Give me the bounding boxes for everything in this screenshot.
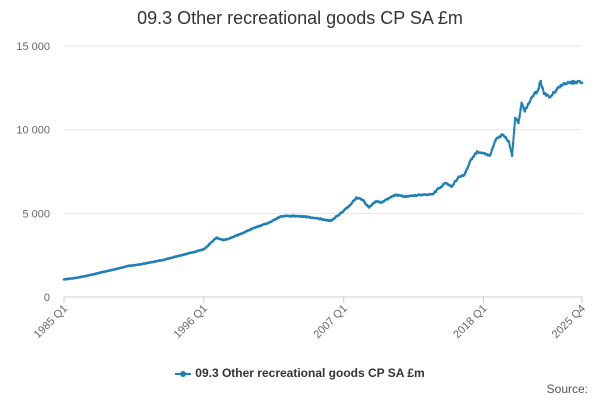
data-point[interactable] [510, 154, 514, 157]
data-point[interactable] [452, 182, 456, 186]
data-point[interactable] [470, 157, 474, 161]
data-point[interactable] [519, 108, 522, 111]
data-point[interactable] [571, 82, 574, 85]
data-point[interactable] [468, 160, 472, 164]
series-line [63, 80, 583, 281]
data-point[interactable] [489, 152, 493, 155]
data-point[interactable] [464, 171, 467, 174]
data-point[interactable] [463, 173, 466, 177]
data-point[interactable] [536, 89, 539, 93]
gridlines [64, 45, 582, 214]
data-point[interactable] [543, 91, 547, 95]
data-point[interactable] [455, 178, 459, 181]
data-point[interactable] [493, 139, 497, 143]
data-point[interactable] [546, 94, 550, 97]
data-point[interactable] [518, 115, 521, 119]
x-tick-label: 2018 Q1 [451, 303, 489, 341]
data-point[interactable] [509, 149, 513, 152]
data-point[interactable] [580, 81, 584, 85]
data-point[interactable] [517, 121, 520, 125]
data-point[interactable] [516, 119, 519, 122]
x-tick-label: 1996 Q1 [172, 303, 210, 341]
data-point[interactable] [511, 142, 515, 146]
y-tick-label: 10 000 [16, 125, 50, 137]
data-point[interactable] [570, 80, 573, 83]
axes: 0 5 000 10 000 15 000 1985 Q1 1996 Q1 2007 Q1 2… [16, 41, 588, 341]
data-point[interactable] [521, 104, 524, 107]
data-point[interactable] [572, 79, 575, 83]
x-tick-label: 1985 Q1 [32, 303, 70, 341]
data-point[interactable] [504, 136, 508, 139]
data-point[interactable] [467, 164, 471, 167]
data-point[interactable] [522, 107, 525, 110]
data-point[interactable] [528, 99, 532, 103]
data-point[interactable] [434, 190, 438, 193]
data-point[interactable] [466, 166, 469, 170]
data-point[interactable] [535, 91, 538, 95]
data-point[interactable] [492, 142, 496, 146]
x-tick-label: 2007 Q1 [311, 303, 349, 341]
data-point[interactable] [520, 101, 523, 105]
data-point[interactable] [538, 82, 541, 85]
data-point[interactable] [507, 140, 511, 143]
data-point[interactable] [490, 148, 494, 151]
data-point[interactable] [432, 192, 436, 195]
data-point[interactable] [554, 90, 557, 93]
data-point[interactable] [512, 128, 516, 131]
data-point[interactable] [523, 110, 527, 113]
data-point[interactable] [488, 154, 492, 157]
data-point[interactable] [525, 106, 529, 109]
x-tick-label: 2025 Q4 [550, 303, 588, 341]
data-point[interactable] [508, 145, 512, 148]
data-point[interactable] [541, 87, 545, 90]
y-tick-label: 5 000 [22, 208, 50, 220]
data-point[interactable] [499, 135, 502, 139]
chart-title: 09.3 Other recreational goods CP SA £m [137, 8, 463, 28]
data-point[interactable] [527, 101, 531, 105]
data-point[interactable] [537, 87, 540, 91]
data-point[interactable] [474, 152, 478, 155]
y-tick-label: 0 [44, 292, 50, 304]
data-point[interactable] [551, 93, 554, 97]
legend-symbol [175, 369, 192, 379]
data-point[interactable] [472, 154, 476, 158]
data-point[interactable] [465, 168, 468, 171]
data-point[interactable] [539, 79, 542, 83]
data-point[interactable] [558, 86, 562, 89]
source-label: Source: [546, 382, 588, 396]
data-point[interactable] [491, 145, 495, 149]
legend[interactable]: 09.3 Other recreational goods CP SA £m [0, 366, 600, 380]
y-tick-label: 15 000 [16, 41, 50, 53]
series-layer [62, 79, 584, 281]
legend-label: 09.3 Other recreational goods CP SA £m [195, 366, 425, 380]
